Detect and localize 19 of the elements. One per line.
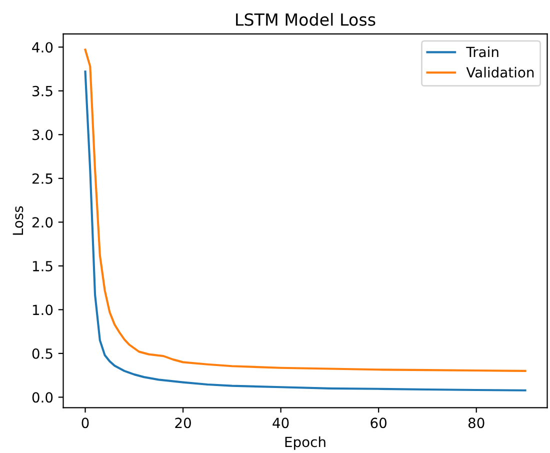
y-tick-label: 3.0 <box>32 130 53 140</box>
x-axis-title: Epoch <box>285 436 326 450</box>
y-tick-label: 0.5 <box>32 348 52 359</box>
x-tick-label: 0 <box>82 418 89 428</box>
y-tick-label: 2.0 <box>32 217 53 228</box>
x-tick-label: 80 <box>468 418 484 428</box>
legend-label: Validation <box>466 66 534 78</box>
y-tick-label: 1.0 <box>32 304 53 316</box>
y-tick-label: 1.5 <box>32 261 52 272</box>
y-tick-label: 3.5 <box>32 86 52 96</box>
x-tick-label: 60 <box>370 418 386 428</box>
x-tick-label: 20 <box>175 418 191 428</box>
x-tick-label: 40 <box>272 418 289 428</box>
y-tick-label: 2.5 <box>32 173 52 184</box>
y-axis-title: Loss <box>12 206 24 235</box>
legend-label: Train <box>466 46 498 58</box>
y-tick-label: 4.0 <box>32 42 53 53</box>
y-tick-label: 0.0 <box>32 392 53 403</box>
chart-title: LSTM Model Loss <box>236 12 376 26</box>
